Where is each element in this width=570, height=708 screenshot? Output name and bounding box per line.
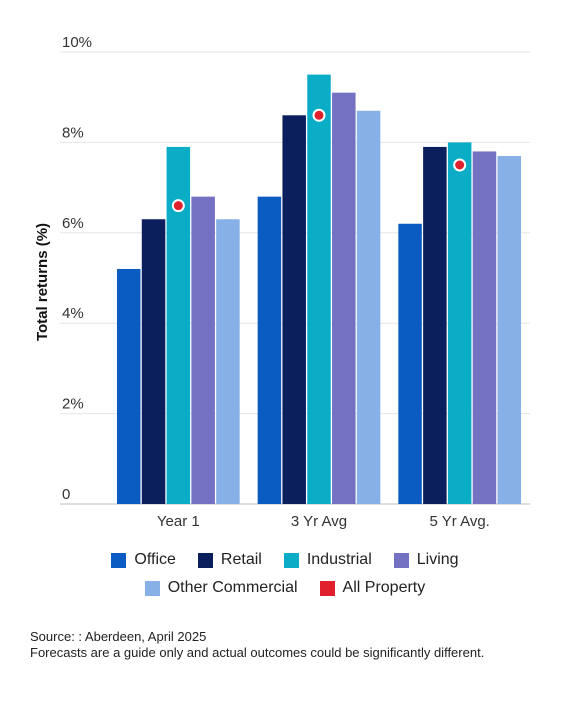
legend-swatch-office <box>111 552 127 568</box>
bar-living <box>191 196 215 504</box>
bar-office <box>116 268 141 504</box>
legend-item-living: Living <box>393 551 459 569</box>
all-property-marker <box>171 199 185 213</box>
source-note: Source: : Aberdeen, April 2025 Forecasts… <box>30 629 530 661</box>
disclaimer-line: Forecasts are a guide only and actual ou… <box>30 645 485 660</box>
bar-industrial <box>447 142 472 504</box>
bar-other-commercial <box>216 219 240 505</box>
bar-chart: 0 2% 4% 6% 8% 10% Total returns (%) Year 1 3 Y… <box>34 34 530 530</box>
bar-other-commercial <box>356 110 381 504</box>
legend-label-industrial: Industrial <box>306 551 372 568</box>
legend-label-other-commercial: Other Commercial <box>167 579 298 596</box>
y-tick-label: 2% <box>62 396 84 413</box>
y-tick-label: 8% <box>62 124 84 141</box>
all-property-marker <box>312 108 326 122</box>
y-tick-label: 10% <box>62 34 92 51</box>
bar-retail <box>282 115 306 504</box>
bar-living <box>332 92 356 505</box>
legend-label-office: Office <box>134 551 176 568</box>
legend-label-retail: Retail <box>220 551 262 568</box>
y-tick-label: 6% <box>62 215 84 232</box>
source-line: Source: : Aberdeen, April 2025 <box>30 629 207 644</box>
bar-retail <box>423 146 447 505</box>
legend-item-all-property: All Property <box>319 579 426 597</box>
x-axis-ticks: Year 1 3 Yr Avg 5 Yr Avg. <box>157 513 490 530</box>
y-axis-ticks: 0 2% 4% 6% 8% 10% <box>62 34 92 503</box>
legend-swatch-retail <box>197 552 213 568</box>
x-tick-label: Year 1 <box>157 513 200 530</box>
legend-item-retail: Retail <box>197 551 262 569</box>
legend-label-all-property: All Property <box>342 579 426 596</box>
y-tick-label: 0 <box>62 486 70 503</box>
bar-retail <box>141 219 166 505</box>
legend-label-living: Living <box>416 551 459 568</box>
y-axis-label: Total returns (%) <box>34 223 51 341</box>
bar-industrial <box>307 74 331 504</box>
legend-row-2: Other Commercial All Property <box>0 579 570 597</box>
legend-item-industrial: Industrial <box>283 551 372 569</box>
x-tick-label: 3 Yr Avg <box>291 513 347 530</box>
bar-living <box>472 151 497 504</box>
bar-office <box>257 196 282 504</box>
bars <box>116 74 522 505</box>
legend-swatch-all-property <box>319 580 335 596</box>
y-tick-label: 4% <box>62 305 84 322</box>
legend-swatch-living <box>393 552 409 568</box>
legend-swatch-industrial <box>283 552 299 568</box>
legend-item-office: Office <box>111 551 176 569</box>
legend-item-other-commercial: Other Commercial <box>144 579 298 597</box>
bar-other-commercial <box>497 155 522 504</box>
all-property-markers <box>171 108 467 213</box>
all-property-marker <box>453 158 467 172</box>
legend-row-1: Office Retail Industrial Living <box>0 551 570 569</box>
bar-industrial <box>166 146 191 505</box>
bar-office <box>398 223 422 504</box>
legend-swatch-other-commercial <box>144 580 160 596</box>
x-tick-label: 5 Yr Avg. <box>430 513 490 530</box>
